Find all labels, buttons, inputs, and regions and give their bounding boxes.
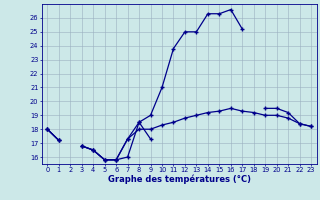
X-axis label: Graphe des températures (°C): Graphe des températures (°C) <box>108 175 251 184</box>
